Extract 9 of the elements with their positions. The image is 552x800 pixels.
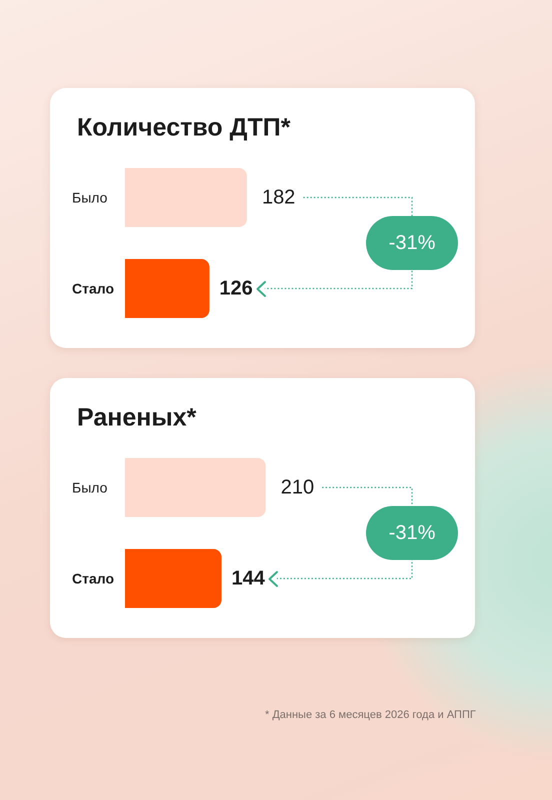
y-tick-label: Было	[72, 480, 108, 496]
y-tick-label: Стало	[72, 280, 114, 296]
data-label: 126	[219, 278, 253, 300]
y-tick-label: Было	[72, 190, 108, 206]
text: * Данные за 6 месяцев 2026 года и АППГ	[265, 709, 476, 721]
data-label: 144	[231, 568, 266, 590]
y-tick-label: Стало	[72, 570, 114, 586]
chart-title: Количество ДТП*	[77, 114, 291, 142]
chart-title: Раненых*	[77, 404, 197, 432]
